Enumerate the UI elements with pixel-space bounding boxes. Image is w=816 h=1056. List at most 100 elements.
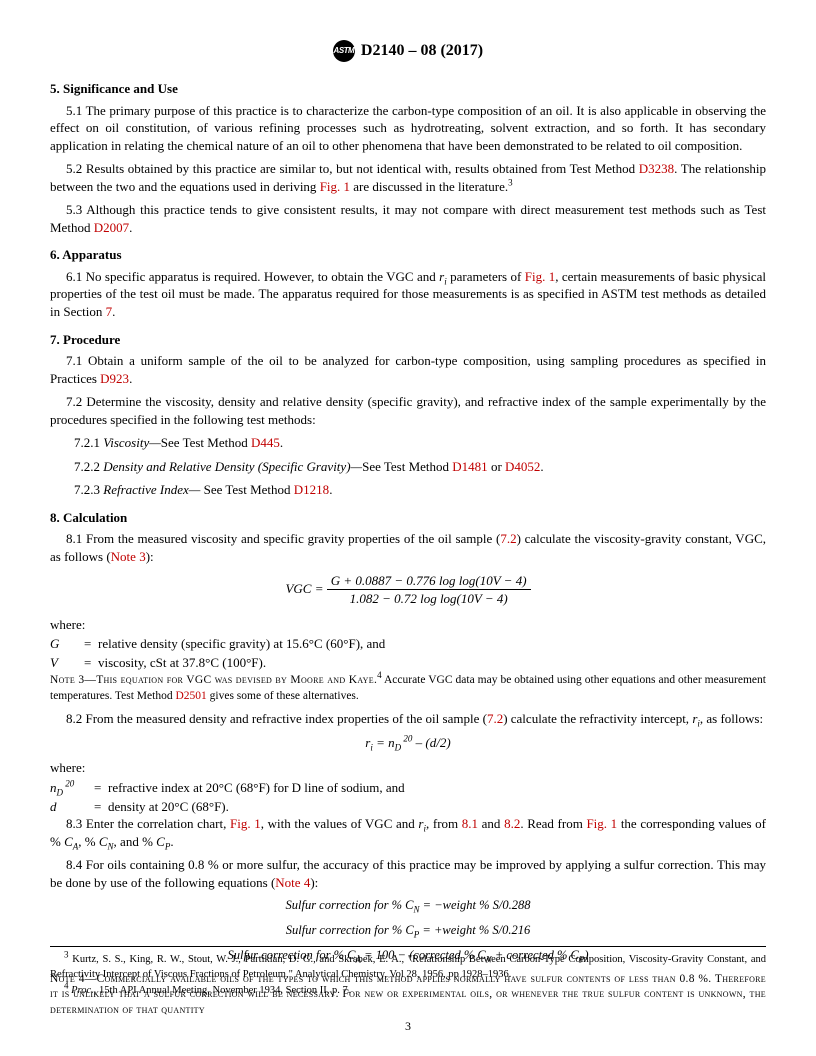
text: 8.3 Enter the correlation chart,: [66, 816, 230, 831]
text: 7.1 Obtain a uniform sample of the oil t…: [50, 353, 766, 386]
sym-V: V: [50, 654, 84, 672]
text: 5.2 Results obtained by this practice ar…: [66, 161, 639, 176]
term-refractive-index: Refractive Index—: [103, 482, 200, 497]
equation-ri: ri = nD 20 – (d/2): [50, 734, 766, 752]
standard-header: ASTM D2140 – 08 (2017): [50, 40, 766, 62]
text: .: [170, 834, 173, 849]
text: 7.2.1: [74, 435, 103, 450]
var-CA: CA: [64, 834, 78, 849]
eq-fraction: G + 0.0887 − 0.776 log log(10V − 4) 1.08…: [327, 572, 531, 608]
ref-d2007[interactable]: D2007: [94, 220, 129, 235]
text: .: [129, 220, 132, 235]
ref-d1481[interactable]: D1481: [452, 459, 487, 474]
para-5-1: 5.1 The primary purpose of this practice…: [50, 102, 766, 155]
ref-note-3[interactable]: Note 3: [111, 549, 146, 564]
equation-sulfur-cp: Sulfur correction for % CP = +weight % S…: [50, 922, 766, 939]
section-6-heading: 6. Apparatus: [50, 246, 766, 264]
text: , as follows:: [700, 711, 763, 726]
var-CN: CN: [99, 834, 114, 849]
footnote-text: Proc.: [69, 985, 94, 996]
term-density: Density and Relative Density (Specific G…: [103, 459, 362, 474]
var-ri: ri: [692, 711, 700, 726]
ref-fig1[interactable]: Fig. 1: [586, 816, 617, 831]
para-6-1: 6.1 No specific apparatus is required. H…: [50, 268, 766, 321]
text: , and %: [114, 834, 157, 849]
para-8-4: 8.4 For oils containing 0.8 % or more su…: [50, 856, 766, 891]
text: 8.1 From the measured viscosity and spec…: [66, 531, 500, 546]
ref-d445[interactable]: D445: [251, 435, 280, 450]
def-V: viscosity, cSt at 37.8°C (100°F).: [98, 654, 766, 672]
ref-d2501[interactable]: D2501: [175, 690, 206, 702]
para-7-2-2: 7.2.2 Density and Relative Density (Spec…: [50, 458, 766, 476]
standard-id: D2140 – 08 (2017): [361, 40, 483, 62]
note-text: Note 3—This equation for VGC was devised…: [50, 674, 377, 686]
ref-7-2[interactable]: 7.2: [500, 531, 516, 546]
para-5-2: 5.2 Results obtained by this practice ar…: [50, 160, 766, 195]
eq-lhs: VGC: [285, 581, 311, 596]
eq-sign: =: [94, 798, 108, 816]
ref-d3238[interactable]: D3238: [639, 161, 674, 176]
eq-sign: =: [94, 779, 108, 797]
footnote-3: 3 Kurtz, S. S., King, R. W., Stout, W. J…: [50, 953, 766, 981]
where-definitions-1: G=relative density (specific gravity) at…: [50, 635, 766, 671]
footnotes: 3 Kurtz, S. S., King, R. W., Stout, W. J…: [50, 946, 766, 1000]
var-CP: CP: [156, 834, 170, 849]
ref-d1218[interactable]: D1218: [294, 482, 329, 497]
text: , with the values of VGC and: [261, 816, 419, 831]
text: .: [540, 459, 543, 474]
text: .: [129, 371, 132, 386]
astm-logo-icon: ASTM: [333, 40, 355, 62]
def-d: density at 20°C (68°F).: [108, 798, 766, 816]
text: or: [488, 459, 505, 474]
section-8-heading: 8. Calculation: [50, 509, 766, 527]
text: .: [112, 304, 115, 319]
ref-fig1[interactable]: Fig. 1: [525, 269, 555, 284]
note-text: gives some of these alternatives.: [207, 690, 359, 702]
text: 7.2.3: [74, 482, 103, 497]
para-5-3: 5.3 Although this practice tends to give…: [50, 201, 766, 236]
text: ):: [146, 549, 154, 564]
text: See Test Method: [362, 459, 452, 474]
sym-G: G: [50, 635, 84, 653]
text: , from: [426, 816, 462, 831]
text: ) calculate the refractivity intercept,: [503, 711, 692, 726]
ref-8-1[interactable]: 8.1: [462, 816, 478, 831]
ref-8-2[interactable]: 8.2: [504, 816, 520, 831]
text: , %: [78, 834, 99, 849]
ref-d4052[interactable]: D4052: [505, 459, 540, 474]
text: See Test Method: [200, 482, 293, 497]
text: are discussed in the literature.: [350, 179, 508, 194]
text: 8.4 For oils containing 0.8 % or more su…: [50, 857, 766, 890]
ref-d923[interactable]: D923: [100, 371, 129, 386]
ref-fig1[interactable]: Fig. 1: [320, 179, 350, 194]
note-3: Note 3—This equation for VGC was devised…: [50, 673, 766, 704]
var-ri: ri: [418, 816, 426, 831]
term-viscosity: Viscosity—: [103, 435, 161, 450]
eq-denominator: 1.082 − 0.72 log log(10V − 4): [327, 590, 531, 608]
eq-numerator: G + 0.0887 − 0.776 log log(10V − 4): [327, 572, 531, 591]
equation-sulfur-cn: Sulfur correction for % CN = −weight % S…: [50, 897, 766, 914]
ref-7-2[interactable]: 7.2: [487, 711, 503, 726]
para-8-2: 8.2 From the measured density and refrac…: [50, 710, 766, 728]
var-ri: ri: [439, 269, 447, 284]
para-8-1: 8.1 From the measured viscosity and spec…: [50, 530, 766, 565]
text: . Read from: [520, 816, 586, 831]
text: 6.1 No specific apparatus is required. H…: [66, 269, 439, 284]
equation-vgc: VGC = G + 0.0887 − 0.776 log log(10V − 4…: [50, 572, 766, 608]
eq-sign: =: [84, 635, 98, 653]
text: parameters of: [447, 269, 525, 284]
where-definitions-2: nD 20=refractive index at 20°C (68°F) fo…: [50, 779, 766, 815]
text: See Test Method: [161, 435, 251, 450]
text: ):: [310, 875, 318, 890]
text: 5.3 Although this practice tends to give…: [50, 202, 766, 235]
text: .: [329, 482, 332, 497]
footnote-ref-3[interactable]: 3: [508, 177, 513, 187]
ref-fig1[interactable]: Fig. 1: [230, 816, 261, 831]
def-nD20: refractive index at 20°C (68°F) for D li…: [108, 779, 766, 797]
text: 7.2.2: [74, 459, 103, 474]
ref-note-4[interactable]: Note 4: [275, 875, 310, 890]
section-7-heading: 7. Procedure: [50, 331, 766, 349]
footnote-text: , 15th API Annual Meeting, November 1934…: [94, 985, 351, 996]
text: and: [478, 816, 504, 831]
where-label: where:: [50, 759, 766, 777]
